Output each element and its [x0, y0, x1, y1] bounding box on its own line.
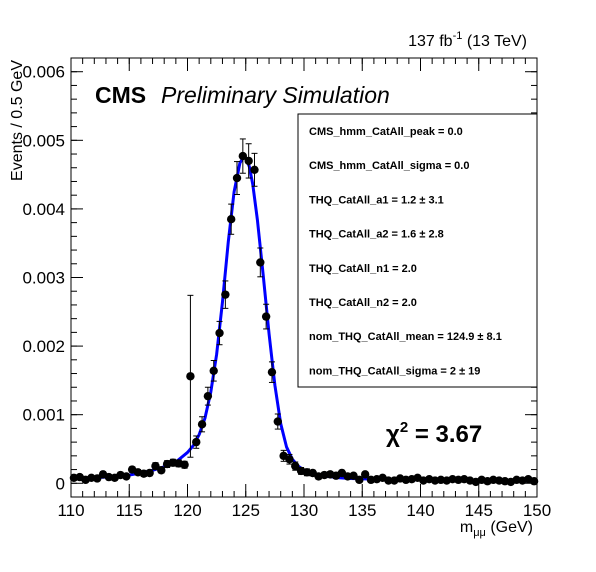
- cms-label: CMS: [95, 82, 146, 108]
- data-point: [145, 468, 154, 478]
- data-point: [238, 138, 248, 174]
- marker: [186, 372, 195, 381]
- marker: [157, 466, 166, 475]
- data-point: [203, 386, 213, 406]
- fit-parameter: nom_THQ_CatAll_sigma = 2 ± 19: [309, 365, 480, 377]
- x-axis: 110 115 120 125 130 135 140 145 150: [57, 58, 551, 520]
- marker: [349, 471, 358, 480]
- x-tick-label: 120: [173, 501, 201, 520]
- cms-extra-label: Preliminary Simulation: [161, 82, 390, 108]
- x-axis-title: mμμ (GeV): [460, 519, 533, 539]
- marker: [122, 472, 131, 481]
- marker: [256, 258, 265, 267]
- fit-parameter: THQ_CatAll_n1 = 2.0: [309, 263, 417, 275]
- x-tick-label: 125: [232, 501, 260, 520]
- fit-parameter-box: CMS_hmm_CatAll_peak = 0.0 CMS_hmm_CatAll_…: [297, 113, 538, 388]
- marker: [226, 214, 236, 224]
- marker: [355, 475, 364, 485]
- marker: [285, 455, 294, 464]
- fit-parameter: THQ_CatAll_a2 = 1.6 ± 2.8: [309, 229, 444, 241]
- data-point: [232, 161, 242, 196]
- marker: [232, 173, 242, 183]
- data-point: [221, 280, 230, 309]
- data-point: [192, 435, 201, 449]
- plot-area: 0 0.001 0.002 0.003 0.004 0.005 0.006 110 115 12…: [22, 57, 551, 520]
- data-point: [360, 470, 370, 479]
- marker: [197, 420, 207, 429]
- marker: [261, 312, 271, 321]
- data-point: [186, 294, 195, 458]
- marker: [192, 437, 201, 447]
- marker: [180, 460, 189, 469]
- data-point: [244, 143, 253, 179]
- marker: [145, 468, 154, 478]
- data-point: [355, 475, 364, 485]
- x-tick-label: 140: [406, 501, 434, 520]
- x-tick-label: 130: [290, 501, 318, 520]
- marker: [291, 461, 300, 471]
- data-point: [308, 468, 317, 478]
- data-point: [157, 466, 166, 475]
- data-point: [384, 476, 393, 485]
- fit-parameter: CMS_hmm_CatAll_peak = 0.0: [309, 126, 463, 138]
- fit-parameter-frame: [297, 113, 538, 388]
- marker: [215, 328, 224, 338]
- data-points: [69, 138, 539, 487]
- data-point: [261, 303, 271, 330]
- data-point: [256, 247, 265, 278]
- marker: [244, 156, 253, 166]
- x-tick-label: 135: [348, 501, 376, 520]
- data-point: [349, 471, 358, 480]
- y-tick-label: 0.004: [22, 200, 65, 219]
- x-tick-label: 145: [465, 501, 493, 520]
- x-tick-label: 110: [57, 501, 84, 520]
- y-tick-label: 0.001: [22, 406, 65, 425]
- marker: [93, 474, 102, 483]
- luminosity-label: 137 fb-1 (13 TeV): [408, 30, 527, 50]
- marker: [360, 470, 370, 479]
- data-point: [197, 416, 207, 433]
- y-tick-label: 0.002: [22, 337, 65, 356]
- data-point: [226, 203, 236, 235]
- data-point: [529, 477, 539, 486]
- data-point: [93, 474, 102, 483]
- data-point: [273, 413, 282, 430]
- fit-parameter: THQ_CatAll_a1 = 1.2 ± 3.1: [309, 194, 444, 206]
- x-tick-label: 150: [523, 501, 551, 520]
- y-tick-label: 0.003: [22, 269, 65, 288]
- marker: [203, 391, 213, 401]
- data-point: [209, 359, 218, 382]
- marker: [384, 476, 393, 485]
- y-tick-label: 0: [56, 474, 65, 493]
- fit-parameter: THQ_CatAll_n2 = 2.0: [309, 297, 417, 309]
- marker: [238, 151, 248, 161]
- y-tick-label: 0.006: [22, 63, 65, 82]
- data-point: [285, 453, 294, 465]
- data-point: [250, 152, 259, 187]
- marker: [250, 165, 259, 175]
- data-point: [122, 472, 131, 481]
- chi2-label: χ2 = 3.67: [386, 419, 482, 448]
- marker: [273, 417, 282, 426]
- marker: [529, 477, 539, 486]
- marker: [267, 367, 277, 377]
- marker: [209, 366, 218, 375]
- x-tick-label: 115: [116, 501, 143, 520]
- y-axis-title: Events / 0.5 GeV: [9, 60, 26, 181]
- marker: [221, 290, 230, 299]
- data-point: [180, 460, 189, 469]
- fit-parameter: CMS_hmm_CatAll_sigma = 0.0: [309, 160, 469, 172]
- data-point: [267, 361, 277, 383]
- marker: [151, 461, 160, 471]
- fit-parameter: nom_THQ_CatAll_mean = 124.9 ± 8.1: [309, 331, 502, 343]
- data-point: [215, 320, 224, 346]
- y-tick-label: 0.005: [22, 131, 65, 150]
